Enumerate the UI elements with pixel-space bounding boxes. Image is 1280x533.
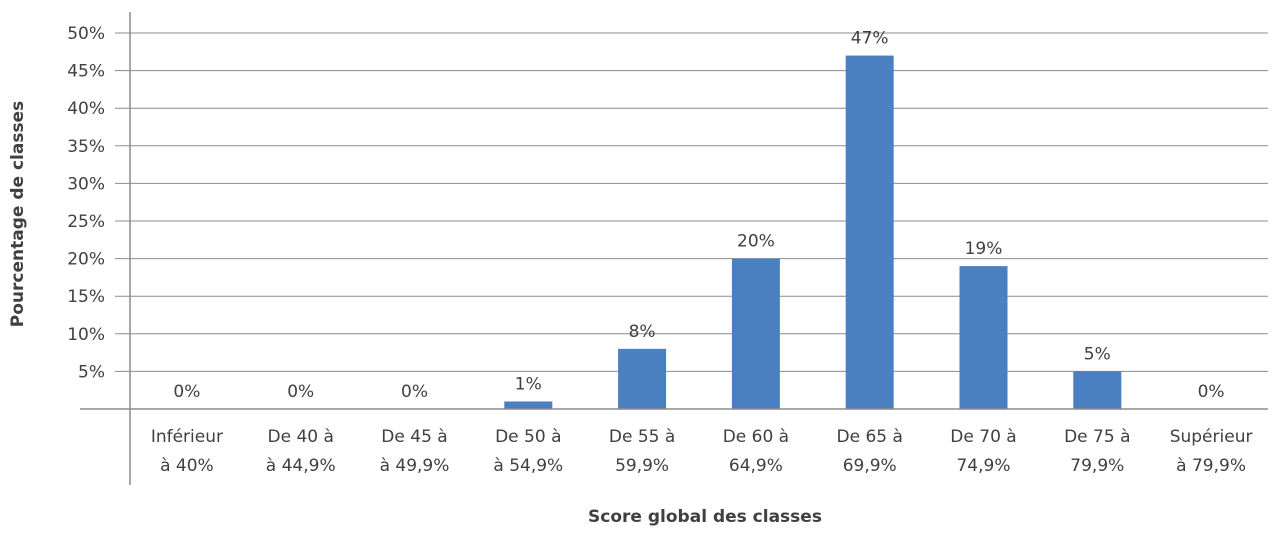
category-label-line2: 79,9%: [1070, 456, 1124, 476]
bar: [959, 266, 1008, 409]
data-label: 0%: [173, 382, 200, 402]
y-tick-label: 25%: [67, 212, 105, 232]
category-label-line1: De 40 à: [267, 427, 333, 447]
category-label-line1: Supérieur: [1170, 427, 1253, 447]
bar: [618, 348, 667, 409]
data-labels: 0% 0% 0% 1% 8% 20% 47% 19% 5% 0%: [173, 29, 1224, 402]
category-label-line2: à 54,9%: [493, 456, 563, 476]
y-tick-label: 35%: [67, 137, 105, 157]
y-axis-ticks: 5% 10% 15% 20% 25% 30% 35% 40% 45% 50%: [67, 24, 105, 382]
category-label-line1: De 70 à: [950, 427, 1016, 447]
category-label-line2: à 49,9%: [380, 456, 450, 476]
gridlines: [115, 32, 1268, 372]
data-label: 0%: [287, 382, 314, 402]
data-label: 20%: [737, 232, 775, 252]
x-axis-title: Score global des classes: [588, 507, 822, 527]
category-label-line2: 64,9%: [729, 456, 783, 476]
category-label-line1: De 65 à: [836, 427, 902, 447]
y-tick-label: 45%: [67, 62, 105, 82]
category-label-line2: à 79,9%: [1176, 456, 1246, 476]
bars: [504, 55, 1122, 410]
category-label-line1: De 45 à: [381, 427, 447, 447]
category-labels: Inférieur à 40% De 40 à à 44,9% De 45 à à 49,…: [151, 427, 1253, 476]
y-tick-label: 40%: [67, 99, 105, 119]
bar: [845, 55, 894, 410]
category-label-line1: Inférieur: [151, 427, 223, 447]
y-tick-label: 50%: [67, 24, 105, 44]
data-label: 1%: [515, 374, 542, 394]
category-label-line1: De 50 à: [495, 427, 561, 447]
axes: [80, 12, 1268, 485]
y-tick-label: 20%: [67, 250, 105, 270]
category-label-line1: De 55 à: [609, 427, 675, 447]
data-label: 0%: [401, 382, 428, 402]
bar: [1073, 371, 1122, 409]
bar: [504, 401, 553, 409]
data-label: 19%: [965, 239, 1003, 259]
data-label: 47%: [851, 29, 889, 49]
category-label-line2: à 40%: [160, 456, 214, 476]
y-axis-title: Pourcentage de classes: [8, 101, 28, 327]
y-tick-label: 10%: [67, 325, 105, 345]
category-label-line1: De 75 à: [1064, 427, 1130, 447]
data-label: 5%: [1084, 344, 1111, 364]
category-label-line2: à 44,9%: [266, 456, 336, 476]
bar: [731, 258, 780, 409]
y-tick-label: 30%: [67, 174, 105, 194]
category-label-line1: De 60 à: [723, 427, 789, 447]
category-label-line2: 69,9%: [843, 456, 897, 476]
y-tick-label: 15%: [67, 287, 105, 307]
y-tick-label: 5%: [78, 362, 105, 382]
category-label-line2: 59,9%: [615, 456, 669, 476]
data-label: 0%: [1198, 382, 1225, 402]
data-label: 8%: [629, 322, 656, 342]
category-label-line2: 74,9%: [956, 456, 1010, 476]
